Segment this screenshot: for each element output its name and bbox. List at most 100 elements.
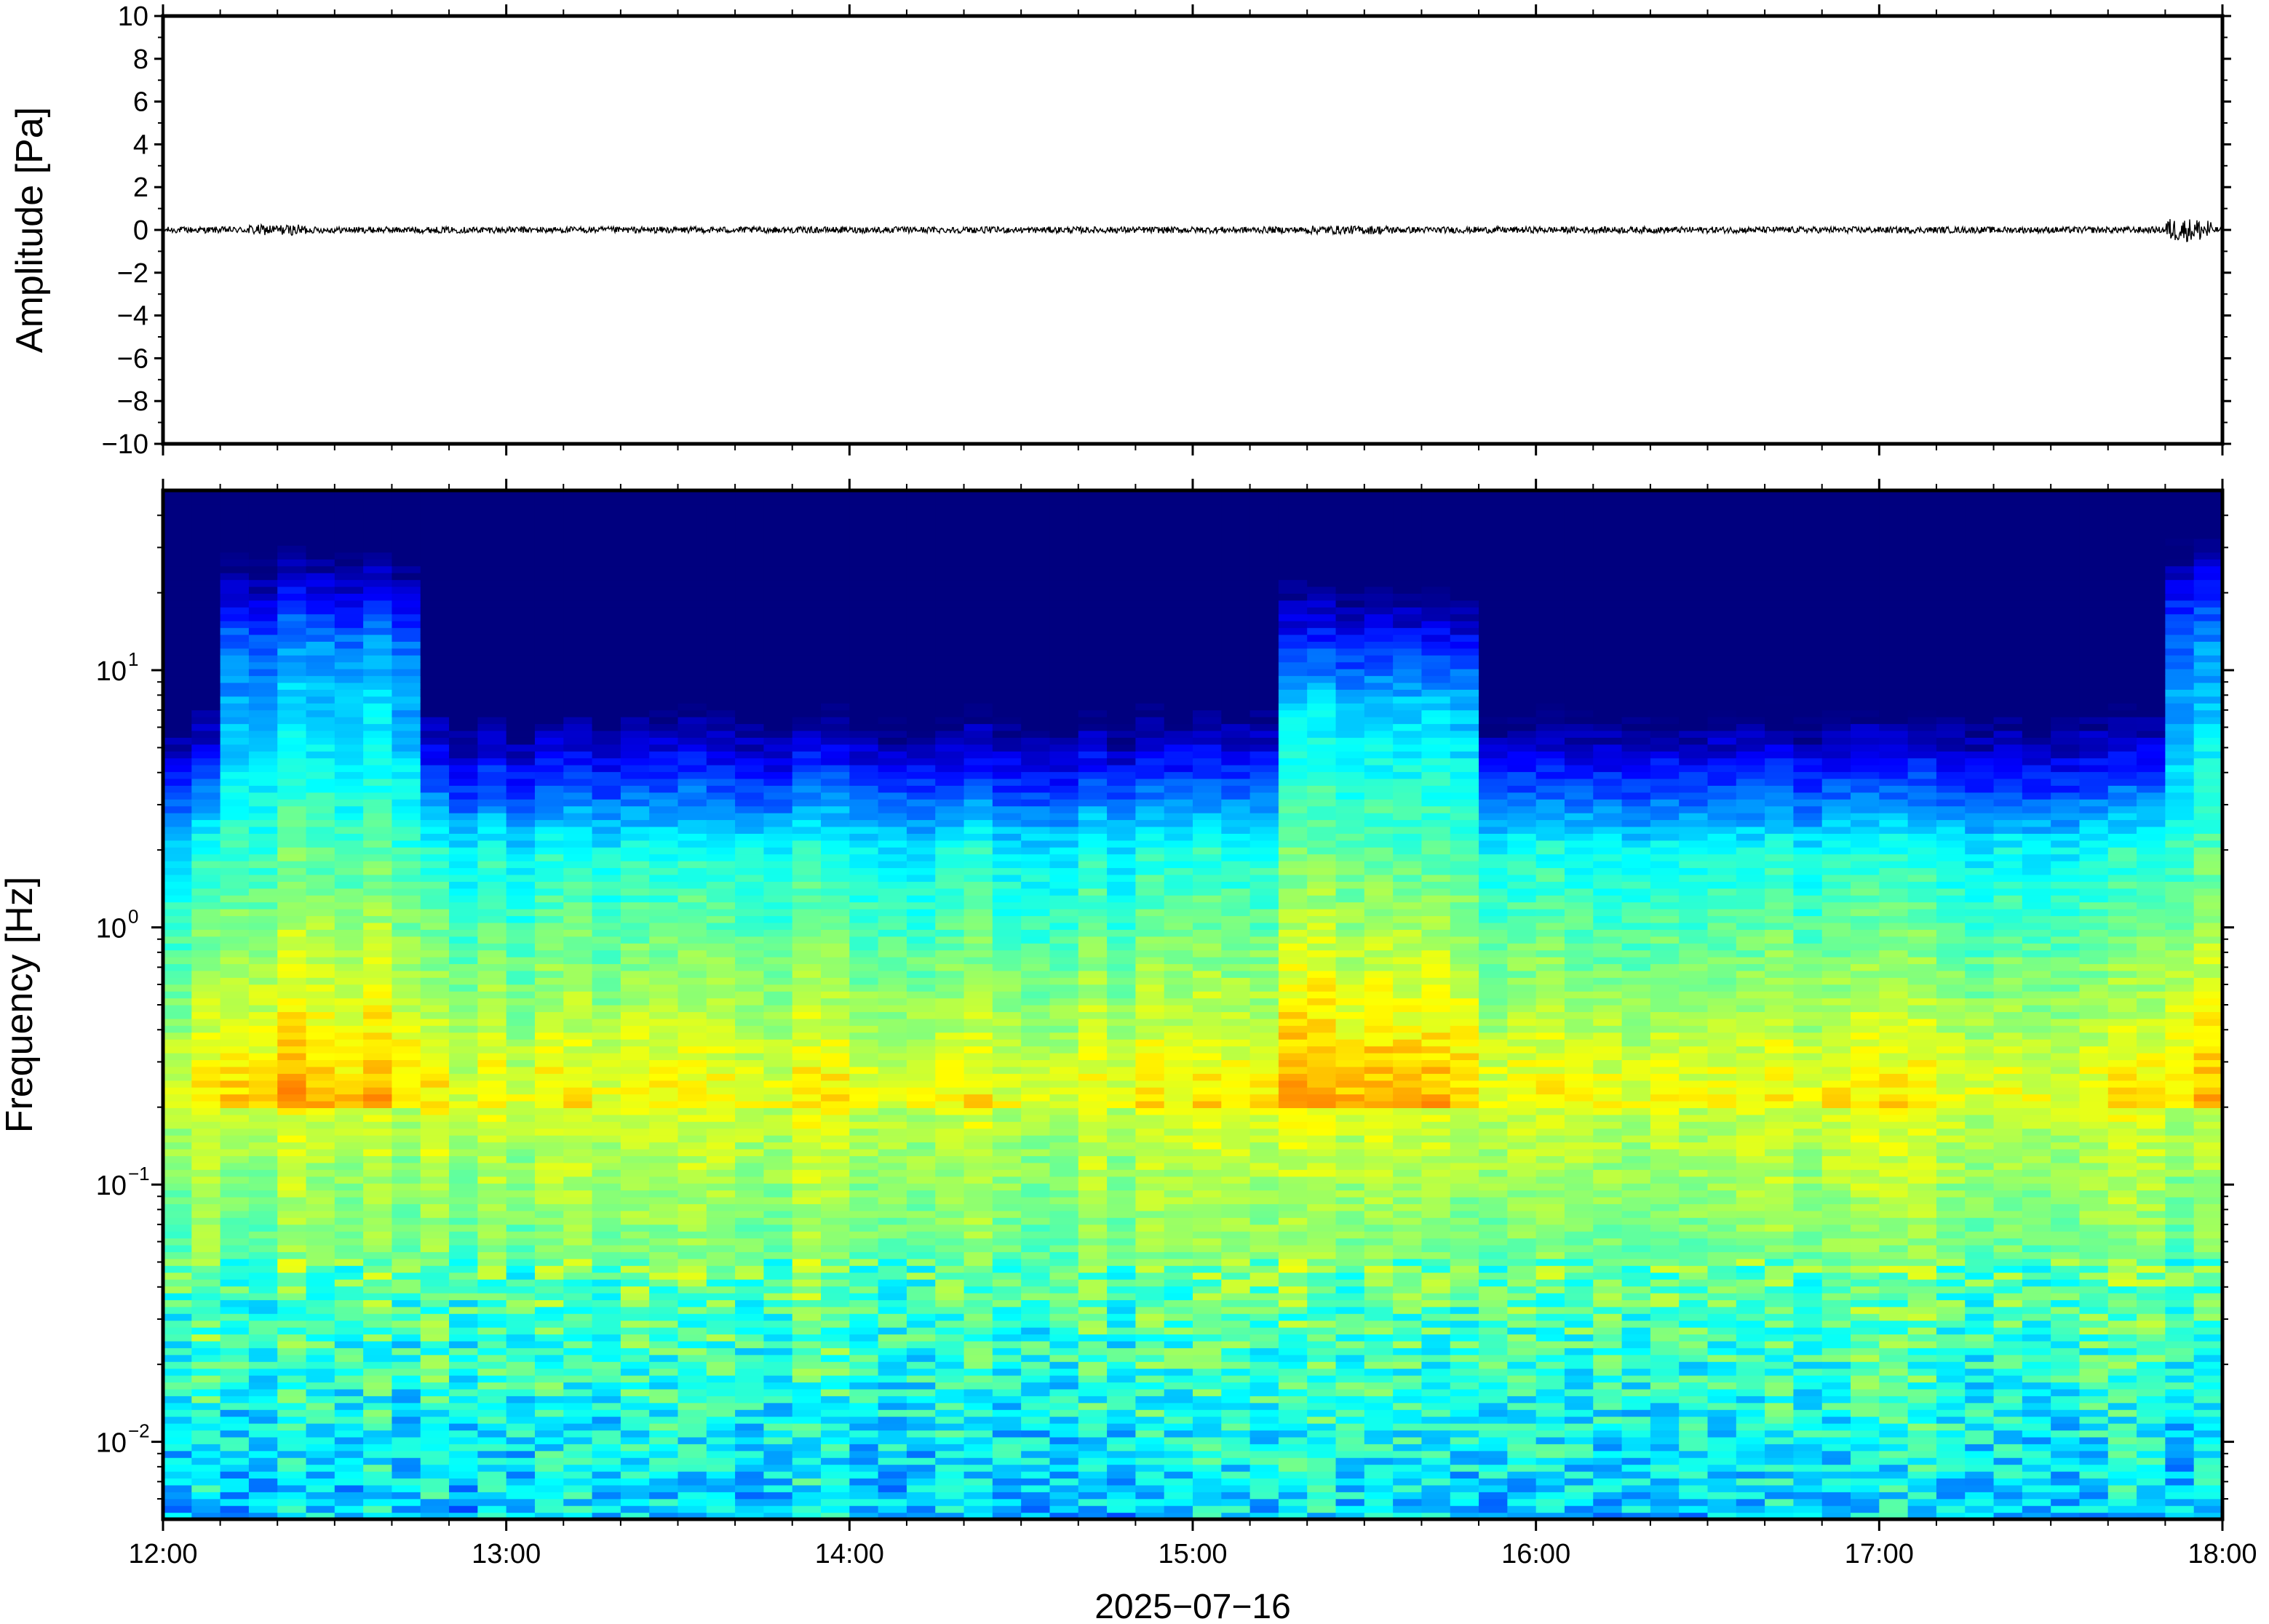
spectrogram-cell <box>392 1162 421 1170</box>
spectrogram-cell <box>792 1348 822 1356</box>
spectrogram-cell <box>677 765 707 773</box>
spectrogram-cell <box>563 1484 593 1492</box>
spectrogram-cell <box>763 1018 793 1026</box>
spectrogram-cell <box>363 1334 393 1342</box>
spectrogram-cell <box>163 641 192 649</box>
spectrogram-cell <box>334 497 364 505</box>
spectrogram-cell <box>477 826 507 834</box>
spectrogram-cell <box>534 1340 564 1348</box>
spectrogram-cell <box>534 1224 564 1232</box>
spectrogram-cell <box>477 888 507 896</box>
spectrogram-cell <box>677 963 707 971</box>
spectrogram-cell <box>506 1368 536 1376</box>
spectrogram-cell <box>849 669 879 677</box>
spectrogram-cell <box>992 1430 1022 1438</box>
spectrogram-cell <box>992 805 1022 813</box>
spectrogram-cell <box>620 517 650 525</box>
spectrogram-cell <box>563 709 593 717</box>
spectrogram-cell <box>763 1444 793 1452</box>
spectrogram-cell <box>363 1005 393 1013</box>
spectrogram-cell <box>306 901 335 909</box>
spectrogram-cell <box>592 1066 621 1074</box>
spectrogram-cell <box>334 627 364 635</box>
spectrogram-cell <box>592 586 621 594</box>
spectrogram-cell <box>1078 1313 1108 1321</box>
spectrogram-cell <box>592 915 621 923</box>
spectrogram-cell <box>334 778 364 786</box>
spectrogram-cell <box>649 1402 679 1410</box>
spectrogram-cell <box>649 607 679 615</box>
spectrogram-cell <box>592 799 621 807</box>
spectrogram-cell <box>935 1471 965 1479</box>
spectrogram-cell <box>592 648 621 656</box>
spectrogram-cell <box>191 1430 221 1438</box>
spectrogram-cell <box>592 792 621 800</box>
spectrogram-cell <box>334 1080 364 1088</box>
spectrogram-cell <box>563 1052 593 1061</box>
spectrogram-cell <box>334 1244 364 1252</box>
spectrogram-cell <box>849 1107 879 1115</box>
spectrogram-cell <box>1049 1094 1079 1102</box>
spectrogram-cell <box>792 1244 822 1252</box>
spectrogram-cell <box>821 579 850 587</box>
spectrogram-cell <box>677 675 707 683</box>
spectrogram-cell <box>363 998 393 1006</box>
spectrogram-cell <box>163 696 192 704</box>
spectrogram-cell <box>878 682 907 690</box>
spectrogram-cell <box>277 765 307 773</box>
spectrogram-cell <box>677 1011 707 1019</box>
spectrogram-cell <box>935 613 965 621</box>
spectrogram-cell <box>277 805 307 813</box>
spectrogram-cell <box>992 490 1022 498</box>
spectrogram-cell <box>306 1162 335 1170</box>
spectrogram-cell <box>1021 1121 1051 1129</box>
spectrogram-cell <box>420 1313 450 1321</box>
spectrogram-cell <box>420 1114 450 1122</box>
spectrogram-cell <box>1049 709 1079 717</box>
spectrogram-cell <box>792 853 822 861</box>
spectrogram-cell <box>649 1210 679 1218</box>
spectrogram-cell <box>649 1409 679 1417</box>
spectrogram-cell <box>792 1231 822 1239</box>
spectrogram-cell <box>534 627 564 635</box>
spectrogram-cell <box>363 1450 393 1458</box>
spectrogram-cell <box>763 531 793 539</box>
spectrogram-cell <box>620 984 650 992</box>
spectrogram-cell <box>935 1334 965 1342</box>
spectrogram-cell <box>220 915 250 923</box>
spectrogram-cell <box>763 586 793 594</box>
spectrogram-cell <box>992 1313 1022 1321</box>
spectrogram-cell <box>563 1464 593 1472</box>
spectrogram-cell <box>821 1073 850 1081</box>
spectrogram-cell <box>906 1011 936 1019</box>
spectrogram-cell <box>334 1512 364 1519</box>
spectrogram-cell <box>706 1005 736 1013</box>
spectrogram-cell <box>191 613 221 621</box>
spectrogram-cell <box>1021 847 1051 855</box>
spectrogram-cell <box>706 943 736 951</box>
spectrogram-cell <box>706 1512 736 1519</box>
spectrogram-cell <box>649 565 679 573</box>
spectrogram-cell <box>821 1471 850 1479</box>
spectrogram-cell <box>1049 744 1079 752</box>
spectrogram-cell <box>906 648 936 656</box>
spectrogram-cell <box>420 1279 450 1287</box>
spectrogram-cell <box>792 538 822 546</box>
spectrogram-cell <box>849 1128 879 1136</box>
spectrogram-cell <box>1049 1382 1079 1390</box>
spectrogram-cell <box>220 593 250 601</box>
spectrogram-cell <box>220 1190 250 1198</box>
spectrogram-cell <box>248 1135 278 1143</box>
spectrogram-cell <box>735 853 765 861</box>
spectrogram-cell <box>563 1238 593 1246</box>
spectrogram-cell <box>392 1100 421 1108</box>
spectrogram-cell <box>878 963 907 971</box>
spectrogram-cell <box>992 943 1022 951</box>
spectrogram-cell <box>821 957 850 965</box>
spectrogram-cell <box>849 613 879 621</box>
spectrogram-cell <box>392 1025 421 1033</box>
spectrogram-cell <box>449 847 478 855</box>
spectrogram-cell <box>420 765 450 773</box>
spectrogram-cell <box>334 503 364 512</box>
spectrogram-cell <box>706 1272 736 1280</box>
